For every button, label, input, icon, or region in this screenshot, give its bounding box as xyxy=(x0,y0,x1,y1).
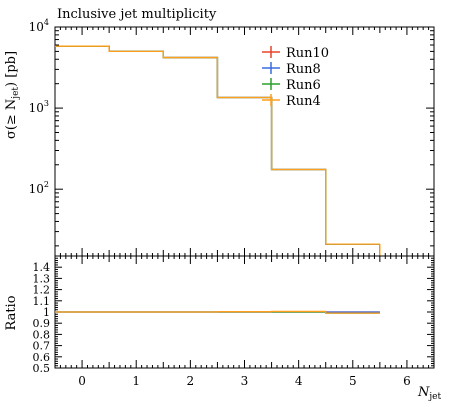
ratio-y-tick-label: 0.9 xyxy=(33,317,51,330)
x-axis-label-main: N xyxy=(417,385,430,400)
legend-label: Run8 xyxy=(286,62,321,77)
ratio-panel: 0 1 2 3 4 5 61.41.31.21.110.90.80.70.60.5 xyxy=(33,255,435,388)
y-tick-label-base: 10 xyxy=(29,182,44,196)
x-tick-label: 4 xyxy=(295,374,303,388)
ratio-y-tick-label: 1.4 xyxy=(33,261,51,274)
y-axis-label-sub: jet xyxy=(11,87,21,100)
ratio-y-tick-label: 1 xyxy=(43,306,50,319)
x-tick-label: 1 xyxy=(132,374,140,388)
ratio-series-line xyxy=(55,310,380,314)
x-tick-label: 2 xyxy=(187,374,195,388)
x-axis-label: Njet xyxy=(417,385,441,402)
chart-title: Inclusive jet multiplicity xyxy=(57,7,217,22)
series-line xyxy=(55,45,380,245)
main-frame xyxy=(54,26,435,257)
ratio-y-tick-label: 0.6 xyxy=(33,351,51,364)
y-axis-label-sigma: σ(≥ N xyxy=(4,99,19,139)
y-tick-label: 103 xyxy=(29,99,49,115)
legend-label: Run4 xyxy=(286,94,321,109)
y-tick-label-base: 10 xyxy=(29,20,44,34)
ratio-y-tick-label: 0.5 xyxy=(33,362,51,375)
ratio-y-tick-label: 1.3 xyxy=(33,272,51,285)
ratio-y-tick-label: 1.1 xyxy=(33,295,51,308)
ratio-y-tick-label: 0.8 xyxy=(33,328,51,341)
x-tick-label: 0 xyxy=(78,374,86,388)
series-run4 xyxy=(55,45,381,256)
ratio-y-tick-label: 0.7 xyxy=(33,340,51,353)
y-axis-label: σ(≥ Njet) [pb] xyxy=(4,51,21,139)
x-tick-label: 5 xyxy=(349,374,357,388)
x-tick-label: 3 xyxy=(241,374,249,388)
ratio-y-axis-label: Ratio xyxy=(4,295,19,330)
y-axis-label-rest: ) [pb] xyxy=(4,51,19,87)
legend-label: Run6 xyxy=(286,78,321,93)
ratio-y-tick-label: 1.2 xyxy=(33,284,51,297)
y-tick-label-exponent: 4 xyxy=(44,18,49,27)
legend-label: Run10 xyxy=(286,46,329,61)
y-tick-label: 102 xyxy=(29,180,49,196)
x-axis-label-sub: jet xyxy=(428,392,441,402)
y-tick-label-exponent: 2 xyxy=(44,180,49,189)
y-tick-label-exponent: 3 xyxy=(44,99,49,108)
ratio-series-run4 xyxy=(55,310,380,314)
y-tick-label-base: 10 xyxy=(29,101,44,115)
y-tick-label: 104 xyxy=(29,18,49,34)
x-tick-label: 6 xyxy=(403,374,411,388)
